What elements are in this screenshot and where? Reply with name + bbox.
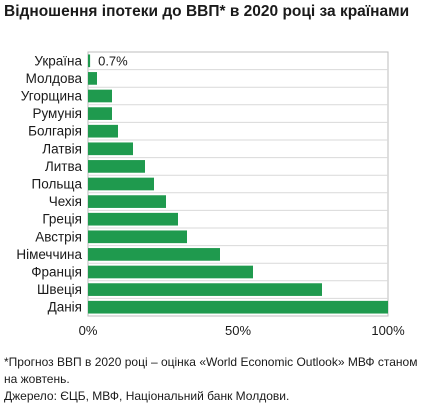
x-tick-label: 100% (371, 323, 405, 338)
category-labels: Україна Молдова Угорщина Румунія Болгарія Лат… (16, 53, 82, 314)
category-label: Греція (42, 212, 82, 227)
category-label: Україна (34, 53, 82, 68)
bar (88, 142, 133, 156)
bar (88, 212, 178, 226)
category-label: Німеччина (16, 247, 82, 262)
category-label: Болгарія (28, 124, 82, 139)
bar (88, 300, 388, 314)
bar-chart: Україна Молдова Угорщина Румунія Болгарія Лат… (16, 51, 405, 338)
category-label: Польща (32, 177, 83, 192)
data-labels: 0.7% (98, 53, 128, 68)
category-label: Литва (45, 159, 83, 174)
bar (88, 195, 166, 208)
category-label: Молдова (26, 71, 83, 86)
chart-title: Відношення іпотеки до ВВП* в 2020 році з… (4, 3, 410, 20)
bar (88, 72, 97, 85)
bar (88, 54, 91, 68)
bars-layer (88, 54, 388, 314)
bar (88, 283, 322, 296)
category-label: Франція (31, 265, 82, 280)
category-label: Румунія (32, 106, 82, 121)
x-tick-label: 0% (79, 323, 98, 338)
bar (88, 160, 145, 173)
x-tick-labels: 0% 50% 100% (79, 323, 405, 338)
source-note: Джерело: ЄЦБ, МВФ, Національний банк Мол… (4, 389, 290, 403)
bar (88, 230, 187, 244)
category-label: Австрія (35, 229, 82, 244)
bar (88, 124, 118, 138)
category-label: Швеція (37, 282, 82, 297)
bar (88, 89, 112, 103)
category-label: Угорщина (21, 89, 83, 104)
grid-layer (87, 51, 389, 317)
bar (88, 107, 112, 120)
category-label: Данія (48, 300, 82, 315)
category-label: Латвія (42, 141, 82, 156)
category-label: Чехія (49, 194, 82, 209)
bar (88, 177, 154, 191)
bar (88, 265, 253, 279)
data-label: 0.7% (98, 53, 128, 68)
x-tick-label: 50% (225, 323, 251, 338)
bar (88, 248, 220, 261)
footnote: *Прогноз ВВП в 2020 році – оцінка «World… (4, 355, 418, 386)
